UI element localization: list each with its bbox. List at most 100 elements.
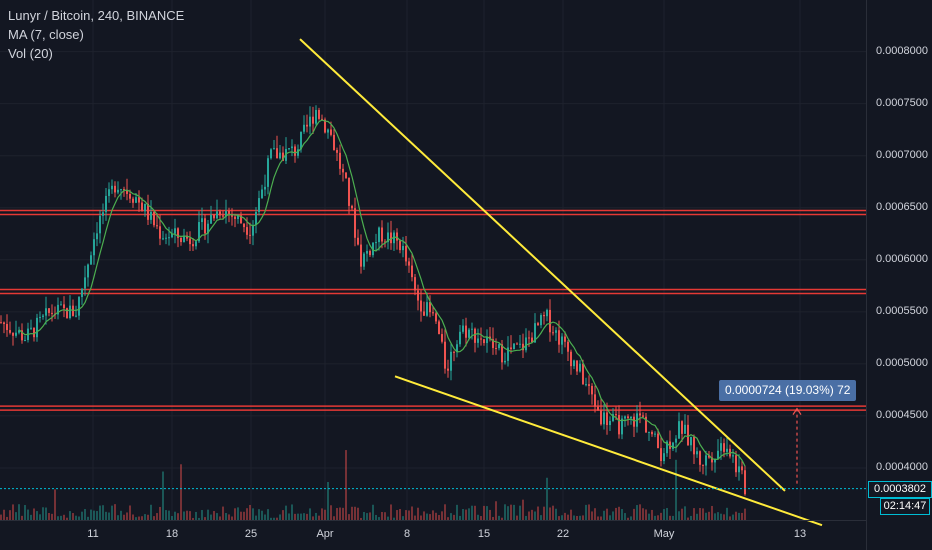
- candle-body: [714, 458, 716, 463]
- volume-bar: [51, 513, 53, 520]
- candle-body: [570, 351, 572, 367]
- volume-bar: [489, 509, 491, 520]
- candle-body: [216, 211, 218, 219]
- candle-body: [510, 347, 512, 350]
- volume-bar: [417, 507, 419, 520]
- volume-bar: [420, 515, 422, 520]
- candle-body: [633, 416, 635, 427]
- volume-bar: [588, 504, 590, 520]
- volume-bar: [486, 506, 488, 520]
- volume-bar: [525, 515, 527, 520]
- volume-bar: [471, 505, 473, 520]
- volume-bar: [738, 512, 740, 520]
- volume-bars: [0, 450, 746, 520]
- price-axis[interactable]: [866, 0, 932, 550]
- candle-body: [738, 466, 740, 473]
- candle-body: [294, 146, 296, 156]
- volume-bar: [99, 505, 101, 520]
- candle-body: [168, 237, 170, 239]
- volume-bar: [345, 450, 347, 520]
- candle-body: [345, 172, 347, 178]
- candle-body: [681, 421, 683, 434]
- candle-body: [99, 215, 101, 234]
- candle-body: [372, 242, 374, 256]
- candle-body: [201, 218, 203, 223]
- candle-body: [84, 277, 86, 289]
- volume-bar: [633, 508, 635, 520]
- volume-bar: [195, 511, 197, 520]
- volume-bar: [90, 509, 92, 520]
- candle-body: [123, 189, 125, 191]
- candle-body: [69, 305, 71, 319]
- candle-body: [219, 211, 221, 216]
- volume-bar: [210, 514, 212, 520]
- volume-bar: [18, 504, 20, 520]
- candle-body: [18, 330, 20, 333]
- candle-body: [204, 218, 206, 234]
- volume-bar: [441, 511, 443, 520]
- candle-body: [468, 329, 470, 338]
- volume-bar: [453, 514, 455, 520]
- candle-body: [429, 302, 431, 313]
- candle-body: [450, 351, 452, 371]
- candle-body: [222, 215, 224, 217]
- volume-bar: [120, 510, 122, 520]
- candle-body: [102, 212, 104, 216]
- candle-body: [564, 336, 566, 342]
- volume-bar: [102, 505, 104, 520]
- candle-body: [513, 343, 515, 350]
- trendline: [394, 375, 823, 527]
- volume-bar: [42, 507, 44, 520]
- volume-bar: [402, 516, 404, 520]
- candle-body: [342, 168, 344, 173]
- candle-body: [501, 344, 503, 363]
- candle-body: [258, 198, 260, 212]
- candle-body: [195, 241, 197, 247]
- y-tick-label: 0.0005500: [876, 304, 928, 317]
- candle-body: [72, 305, 74, 316]
- volume-bar: [258, 509, 260, 520]
- candle-body: [687, 424, 689, 446]
- candle-body: [291, 146, 293, 149]
- volume-bar: [639, 504, 641, 520]
- volume-bar: [69, 511, 71, 520]
- candle-body: [114, 185, 116, 193]
- candle-body: [3, 322, 5, 324]
- candle-body: [30, 327, 32, 329]
- volume-bar: [330, 505, 332, 520]
- volume-bar: [288, 513, 290, 520]
- volume-bar: [396, 510, 398, 520]
- candle-body: [411, 265, 413, 278]
- volume-bar: [216, 513, 218, 520]
- candle-body: [12, 332, 14, 336]
- volume-bar: [537, 506, 539, 520]
- volume-bar: [462, 508, 464, 520]
- candle-body: [42, 315, 44, 317]
- volume-bar: [732, 514, 734, 520]
- candle-body: [60, 304, 62, 306]
- candle-body: [375, 242, 377, 244]
- candle-body: [717, 450, 719, 459]
- candle-body: [234, 216, 236, 219]
- candle-body: [240, 215, 242, 224]
- candle-body: [249, 234, 251, 236]
- volume-bar: [498, 515, 500, 520]
- trendline: [299, 38, 786, 492]
- candle-body: [678, 421, 680, 439]
- volume-bar: [204, 517, 206, 520]
- volume-bar: [432, 510, 434, 520]
- candle-body: [744, 470, 746, 495]
- volume-bar: [744, 508, 746, 520]
- volume-bar: [681, 508, 683, 520]
- volume-bar: [741, 512, 743, 520]
- candle-body: [48, 308, 50, 313]
- volume-bar: [669, 515, 671, 520]
- candle-body: [540, 315, 542, 326]
- candle-body: [6, 323, 8, 331]
- x-tick-label: 22: [556, 528, 570, 540]
- candle-body: [180, 237, 182, 243]
- candle-body: [456, 344, 458, 353]
- volume-bar: [333, 516, 335, 520]
- volume-bar: [534, 511, 536, 520]
